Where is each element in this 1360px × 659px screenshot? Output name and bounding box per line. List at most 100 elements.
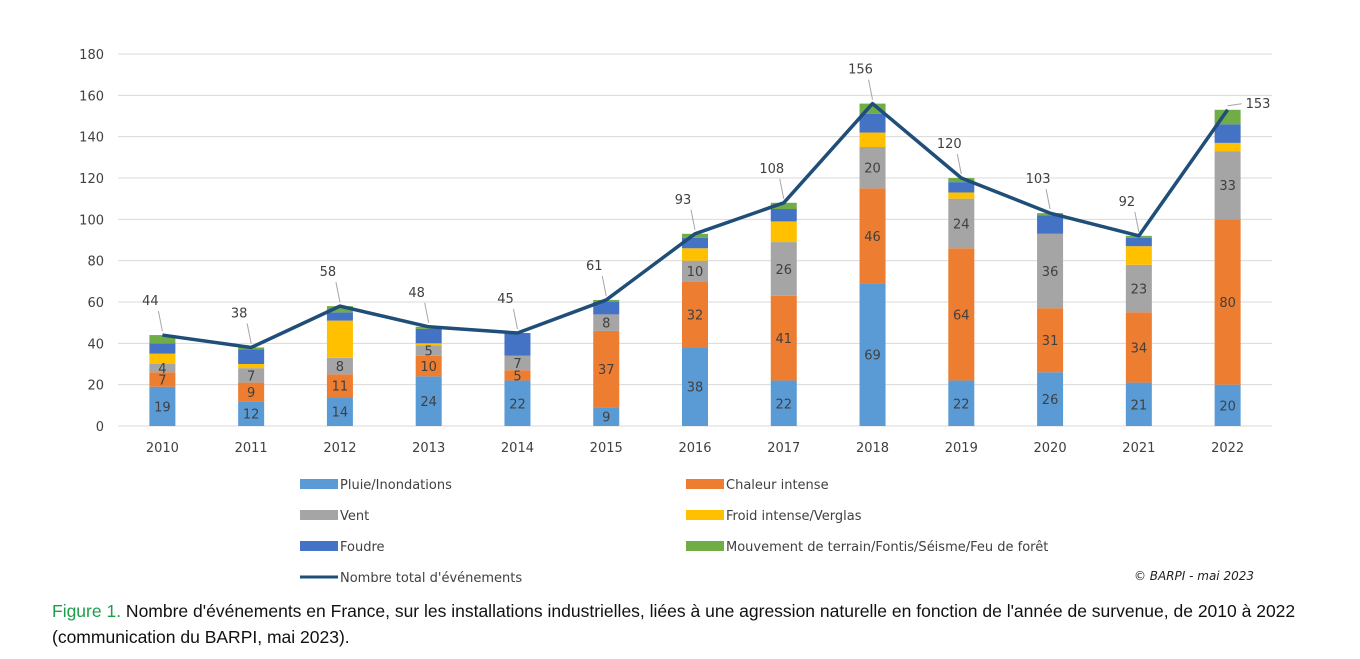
segment-value-label: 23 <box>1131 283 1148 298</box>
bar-segment <box>859 113 886 133</box>
segment-value-label: 22 <box>953 397 970 412</box>
bar-segment <box>593 302 620 315</box>
bar-segment <box>415 328 442 344</box>
bar-segment <box>1125 312 1152 383</box>
bar-segment <box>682 248 708 261</box>
x-tick-label: 2010 <box>146 441 179 456</box>
total-leader-line <box>1045 189 1051 210</box>
bar-segment <box>238 382 265 402</box>
x-tick-label: 2016 <box>678 441 711 456</box>
segment-value-label: 26 <box>775 263 792 278</box>
bar-segment <box>859 188 886 284</box>
bar-segment <box>770 380 797 426</box>
x-tick-label: 2021 <box>1122 441 1155 456</box>
segment-value-label: 5 <box>513 369 521 384</box>
x-tick-label: 2017 <box>767 441 800 456</box>
segment-value-label: 80 <box>1219 296 1236 311</box>
total-value-label: 45 <box>497 292 514 307</box>
legend-swatch <box>300 510 338 520</box>
x-tick-label: 2022 <box>1211 441 1244 456</box>
bar-segment <box>1037 372 1064 426</box>
total-leader-line <box>1227 103 1242 107</box>
bar-segment <box>682 281 708 348</box>
legend-swatch <box>686 510 724 520</box>
bar-segment <box>593 314 620 331</box>
total-leader-line <box>335 282 341 303</box>
segment-value-label: 22 <box>775 397 792 412</box>
bar-segment <box>149 364 176 373</box>
bar-segment <box>593 330 620 408</box>
total-value-label: 156 <box>848 63 873 78</box>
y-tick-label: 20 <box>87 379 104 394</box>
segment-value-label: 20 <box>1219 399 1236 414</box>
legend-label: Chaleur intense <box>726 478 829 493</box>
figure-label: Figure 1. <box>52 601 122 621</box>
segment-value-label: 26 <box>1042 393 1059 408</box>
bar-segment <box>238 368 265 383</box>
y-tick-label: 80 <box>87 255 104 270</box>
x-tick-label: 2019 <box>945 441 978 456</box>
x-tick-label: 2020 <box>1034 441 1067 456</box>
y-axis-ticks: 0 20 40 60 80 100 120 140 160 180 <box>79 48 104 435</box>
legend-label: Foudre <box>340 540 385 555</box>
bar-segment <box>948 198 975 249</box>
segment-value-label: 20 <box>864 162 881 177</box>
bar-segment <box>1125 382 1152 426</box>
segment-value-label: 69 <box>864 349 881 364</box>
total-leader-line <box>512 308 518 330</box>
segment-value-label: 12 <box>243 408 260 423</box>
bar-segment <box>682 237 708 249</box>
bar-segment <box>948 192 975 199</box>
bar-segment <box>682 347 708 426</box>
y-tick-label: 0 <box>96 420 104 435</box>
bar-segment <box>415 355 442 377</box>
segment-value-label: 10 <box>420 360 437 375</box>
total-value-label: 48 <box>408 286 425 301</box>
bar-segment <box>859 147 886 189</box>
bar-segment <box>682 260 708 282</box>
bar-segment <box>1214 151 1241 220</box>
segment-value-label: 64 <box>953 308 970 323</box>
total-leader-line <box>424 302 430 323</box>
bar-segment <box>326 374 353 398</box>
segment-value-label: 11 <box>332 380 349 395</box>
total-value-label: 58 <box>320 265 337 280</box>
bar-segment <box>593 407 620 426</box>
figure-caption: Figure 1. Nombre d'événements en France,… <box>52 598 1322 650</box>
segment-value-label: 4 <box>158 362 166 377</box>
bar-segment <box>1214 142 1241 152</box>
bar-segment <box>149 372 176 387</box>
bar-segment <box>238 364 265 369</box>
y-tick-label: 140 <box>79 131 104 146</box>
total-events-line <box>162 101 1230 350</box>
legend-swatch <box>300 479 338 489</box>
y-tick-label: 120 <box>79 172 104 187</box>
segment-value-label: 21 <box>1131 398 1148 413</box>
x-axis-ticks: 2010 2011 2012 2013 2014 2015 2016 2017 2018 2019… <box>146 441 1244 456</box>
y-tick-label: 40 <box>87 337 104 352</box>
total-value-label: 93 <box>675 193 692 208</box>
total-leader-line <box>157 310 163 332</box>
segment-value-label: 5 <box>425 345 433 360</box>
bar-segment <box>149 335 176 344</box>
bar-segment <box>149 353 176 364</box>
bar-segment <box>326 306 353 313</box>
total-leader-line <box>956 153 962 175</box>
segment-value-label: 7 <box>247 369 255 384</box>
segment-value-label: 32 <box>687 308 704 323</box>
bar-segment <box>1125 246 1152 265</box>
bar-segment <box>504 370 531 381</box>
legend-swatch <box>300 541 338 551</box>
total-leader-line <box>690 209 696 230</box>
bar-segment <box>415 343 442 346</box>
y-tick-label: 160 <box>79 89 104 104</box>
legend-label: Froid intense/Verglas <box>726 509 862 524</box>
bar-segment <box>1214 124 1241 143</box>
bar-segment <box>238 349 265 364</box>
bar-segment <box>415 345 442 356</box>
x-tick-label: 2013 <box>412 441 445 456</box>
total-leader-line <box>868 79 874 100</box>
y-tick-label: 60 <box>87 296 104 311</box>
chart-credit: © BARPI - mai 2023 <box>1134 569 1254 583</box>
bar-segment <box>415 376 442 426</box>
